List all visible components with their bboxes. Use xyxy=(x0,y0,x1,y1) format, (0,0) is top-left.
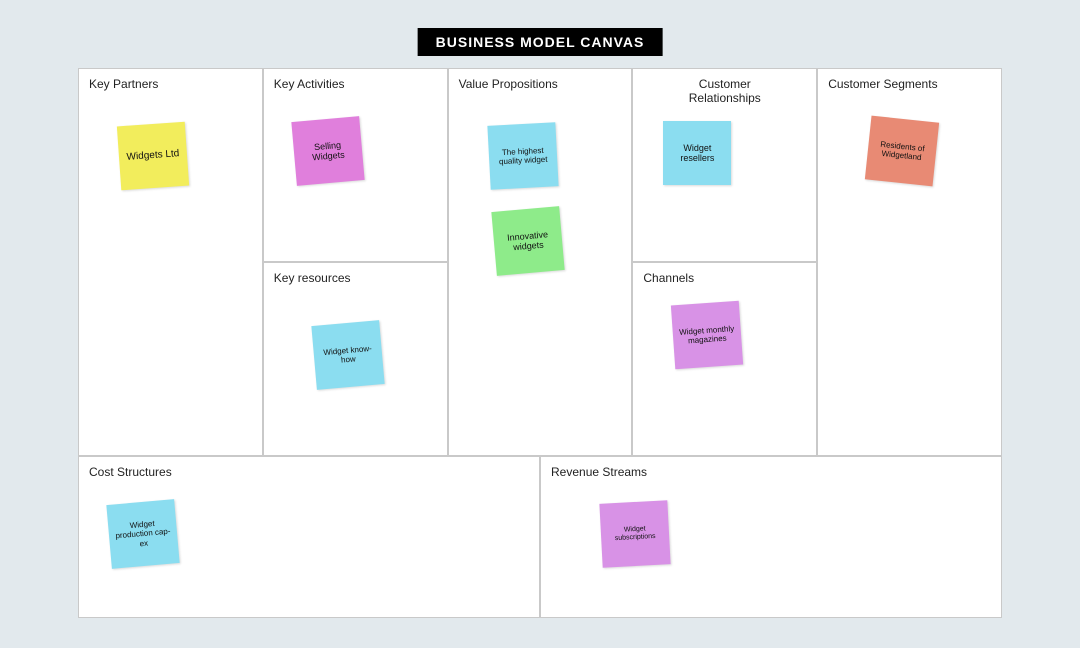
business-model-canvas: Key Partners Widgets Ltd Key Activities … xyxy=(78,68,1002,618)
sticky-subscriptions[interactable]: Widget subscriptions xyxy=(599,500,670,567)
sticky-residents[interactable]: Residents of Widgetland xyxy=(865,116,939,187)
sticky-capex[interactable]: Widget production cap-ex xyxy=(106,499,179,569)
label-key-resources: Key resources xyxy=(274,271,437,285)
sticky-innovative[interactable]: Innovative widgets xyxy=(491,206,564,276)
cell-channels: Channels Widget monthly magazines xyxy=(632,262,817,456)
label-customer-relationships: Customer Relationships xyxy=(643,77,806,105)
label-channels: Channels xyxy=(643,271,806,285)
cell-customer-segments: Customer Segments Residents of Widgetlan… xyxy=(817,68,1002,456)
label-key-partners: Key Partners xyxy=(89,77,252,91)
label-revenue-streams: Revenue Streams xyxy=(551,465,991,479)
label-cost-structures: Cost Structures xyxy=(89,465,529,479)
cell-value-propositions: Value Propositions The highest quality w… xyxy=(448,68,633,456)
cell-revenue-streams: Revenue Streams Widget subscriptions xyxy=(540,456,1002,618)
sticky-highest-quality[interactable]: The highest quality widget xyxy=(487,122,558,189)
label-customer-segments: Customer Segments xyxy=(828,77,991,91)
cell-key-resources: Key resources Widget know-how xyxy=(263,262,448,456)
sticky-magazines[interactable]: Widget monthly magazines xyxy=(671,301,743,370)
label-value-propositions: Value Propositions xyxy=(459,77,622,91)
sticky-selling-widgets[interactable]: Selling Widgets xyxy=(291,116,364,186)
cell-key-partners: Key Partners Widgets Ltd xyxy=(78,68,263,456)
cell-cost-structures: Cost Structures Widget production cap-ex xyxy=(78,456,540,618)
sticky-widget-resellers[interactable]: Widget resellers xyxy=(663,121,731,185)
sticky-widgets-ltd[interactable]: Widgets Ltd xyxy=(117,122,189,191)
sticky-know-how[interactable]: Widget know-how xyxy=(311,320,384,390)
canvas-title: BUSINESS MODEL CANVAS xyxy=(418,28,663,56)
label-key-activities: Key Activities xyxy=(274,77,437,91)
cell-customer-relationships: Customer Relationships Widget resellers xyxy=(632,68,817,262)
cell-key-activities: Key Activities Selling Widgets xyxy=(263,68,448,262)
